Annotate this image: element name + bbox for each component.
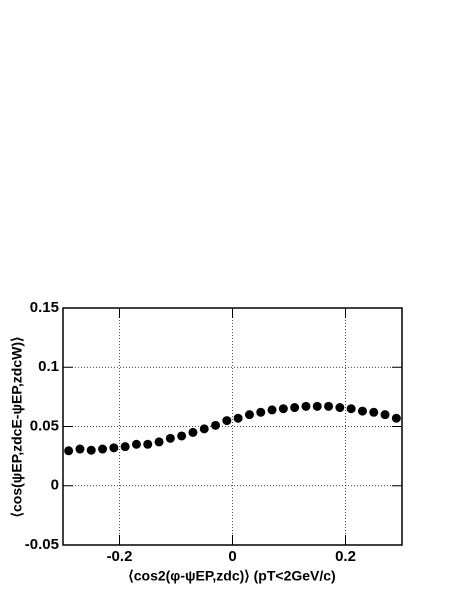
x-tick-label: -0.2	[107, 548, 133, 565]
point	[335, 403, 345, 413]
y-tick-label: 0.15	[30, 299, 59, 316]
point	[357, 406, 367, 416]
point	[75, 444, 85, 454]
point	[131, 439, 141, 449]
point	[199, 424, 209, 434]
point	[267, 405, 277, 415]
point	[301, 401, 311, 411]
point	[369, 407, 379, 417]
point	[120, 442, 130, 452]
point	[391, 413, 401, 423]
point	[143, 439, 153, 449]
y-tick-label: 0	[51, 477, 59, 494]
point	[64, 446, 74, 456]
point	[109, 443, 119, 453]
point	[278, 404, 288, 414]
point	[211, 420, 221, 430]
point	[244, 410, 254, 420]
y-tick-label: 0.05	[30, 417, 59, 434]
x-tick-label: 0	[228, 548, 236, 565]
plot-frame	[62, 307, 403, 546]
point	[188, 427, 198, 437]
point	[324, 401, 334, 411]
point	[177, 431, 187, 441]
point	[290, 403, 300, 413]
x-tick-label: 0.2	[335, 548, 356, 565]
point	[256, 407, 266, 417]
point	[86, 445, 96, 455]
point	[346, 404, 356, 414]
point	[98, 444, 108, 454]
x-axis-title: ⟨cos2(φ-ψEP,zdc)⟩ (pT<2GeV/c)	[128, 568, 335, 584]
y-axis-title: ⟨cos(ψEP,zdcE-ψEP,zdcW)⟩	[9, 337, 25, 518]
point	[222, 416, 232, 426]
point	[380, 410, 390, 420]
point	[165, 433, 175, 443]
point	[154, 437, 164, 447]
y-tick-label: 0.1	[38, 358, 59, 375]
y-tick-label: -0.05	[25, 536, 59, 553]
point	[233, 413, 243, 423]
point	[312, 401, 322, 411]
